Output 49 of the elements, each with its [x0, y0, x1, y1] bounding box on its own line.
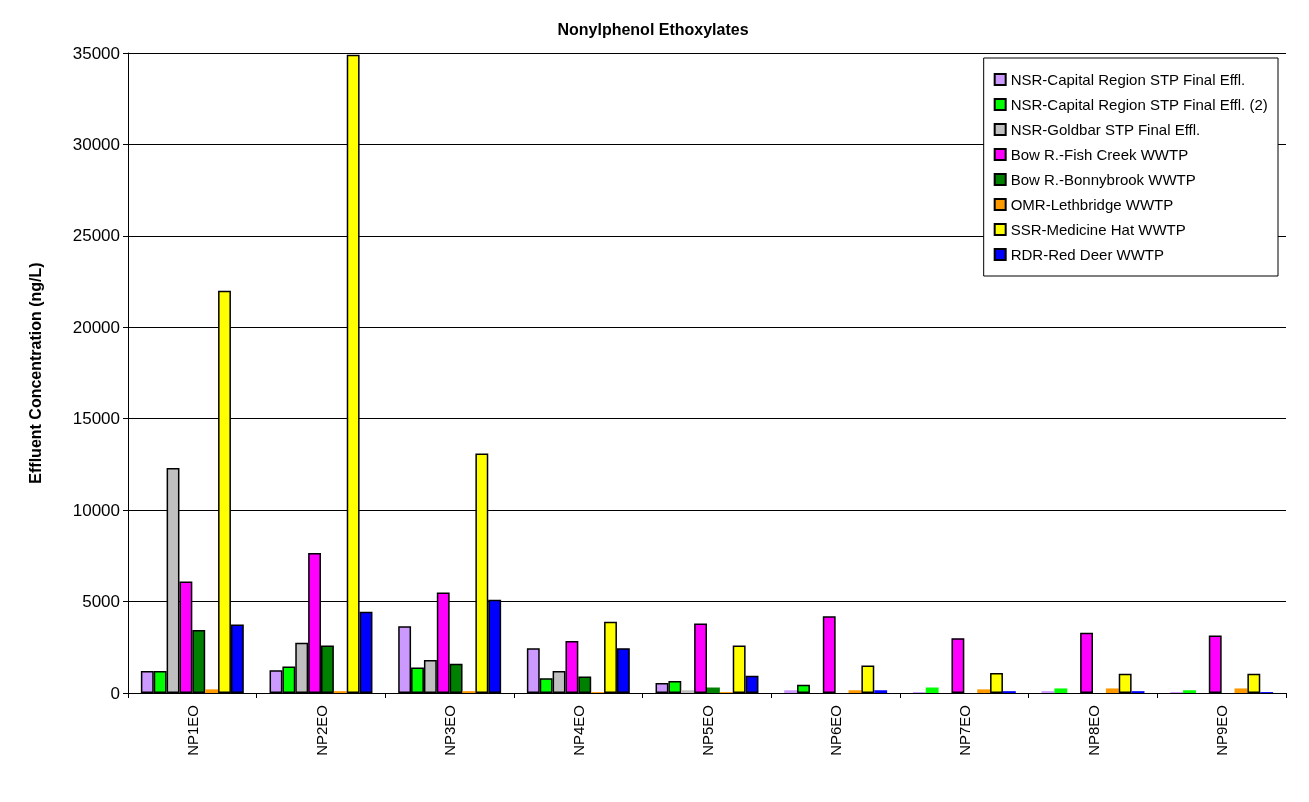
bar — [977, 689, 991, 693]
y-tick-label: 35000 — [72, 43, 120, 63]
bar — [1080, 632, 1093, 693]
legend-label: NSR-Goldbar STP Final Effl. — [1010, 121, 1201, 138]
x-tick-label: NP4EO — [569, 705, 587, 756]
bar — [1247, 673, 1261, 693]
x-tick-label: NP9EO — [1213, 705, 1231, 756]
y-tick-label: 25000 — [72, 226, 120, 246]
y-tick-label: 10000 — [72, 500, 120, 520]
legend-label: NSR-Capital Region STP Final Effl. — [1010, 71, 1246, 88]
y-tick-label: 0 — [110, 683, 120, 703]
bar — [951, 638, 965, 693]
bar — [784, 690, 798, 693]
x-tick-label: NP5EO — [698, 705, 716, 756]
x-tick-label: NP7EO — [955, 705, 973, 756]
chart-title: Nonylphenol Ethoxylates — [557, 20, 749, 38]
x-tick-label: NP2EO — [312, 705, 330, 756]
bar — [874, 690, 888, 693]
bar — [1118, 673, 1132, 693]
bar — [990, 672, 1003, 693]
y-axis-title: Effluent Concentration (ng/L) — [26, 262, 44, 484]
bar — [681, 690, 695, 693]
bar — [861, 665, 875, 693]
bar — [205, 689, 219, 693]
bar — [1208, 635, 1222, 693]
bar — [1234, 688, 1248, 693]
y-tick-label: 5000 — [82, 592, 120, 612]
legend-label: Bow R.-Bonnybrook WWTP — [1010, 171, 1196, 188]
bar — [822, 616, 836, 693]
x-tick-label: NP3EO — [441, 705, 459, 756]
legend-label: SSR-Medicine Hat WWTP — [1010, 221, 1186, 238]
y-tick-label: 15000 — [72, 409, 120, 429]
bar — [925, 687, 939, 693]
bar — [707, 687, 720, 693]
bar — [1183, 690, 1196, 693]
x-tick-label: NP6EO — [827, 705, 845, 756]
y-tick-label: 30000 — [72, 134, 120, 154]
legend-label: RDR-Red Deer WWTP — [1010, 246, 1165, 263]
legend-label: Bow R.-Fish Creek WWTP — [1010, 146, 1189, 163]
legend-label: NSR-Capital Region STP Final Effl. (2) — [1010, 96, 1268, 113]
legend-label: OMR-Lethbridge WWTP — [1010, 196, 1174, 213]
bar — [694, 623, 707, 693]
bar — [1054, 688, 1068, 693]
x-tick-label: NP8EO — [1084, 705, 1102, 756]
bar — [1105, 688, 1119, 693]
bar — [797, 684, 810, 693]
y-tick-label: 20000 — [72, 317, 120, 337]
bar — [848, 690, 862, 693]
x-tick-label: NP1EO — [183, 705, 201, 756]
